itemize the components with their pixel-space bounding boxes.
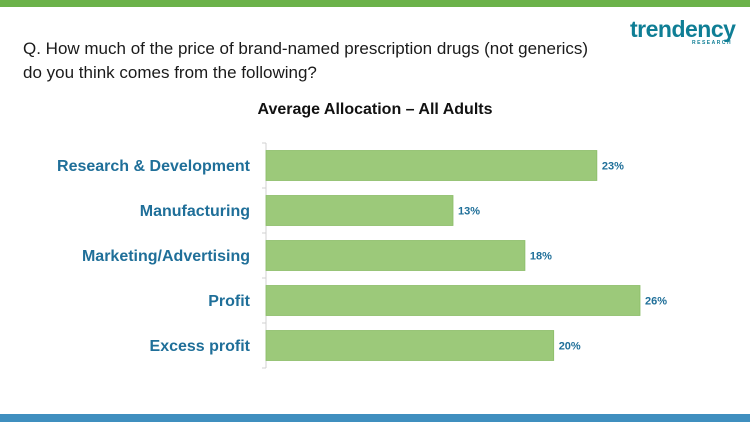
bar (265, 240, 526, 271)
bar (265, 150, 598, 181)
data-label: 23% (602, 161, 624, 173)
top-accent-bar (0, 0, 750, 7)
data-label: 20% (559, 341, 581, 353)
data-label: 18% (530, 251, 552, 263)
category-label: Marketing/Advertising (82, 248, 250, 265)
chart-title: Average Allocation – All Adults (257, 101, 493, 118)
category-label: Excess profit (150, 338, 251, 355)
question-text: Q. How much of the price of brand-named … (23, 37, 623, 85)
category-label: Manufacturing (140, 203, 250, 220)
data-label: 13% (458, 206, 480, 218)
bar (265, 330, 555, 361)
bottom-accent-bar (0, 414, 750, 422)
bar (265, 195, 454, 226)
question-line-1: Q. How much of the price of brand-named … (23, 39, 589, 58)
category-label: Research & Development (57, 158, 251, 175)
trendency-logo: trendency RESEARCH (630, 16, 738, 48)
question-line-2: do you think comes from the following? (23, 63, 317, 82)
category-label: Profit (208, 293, 250, 310)
logo-wordmark: trendency (630, 16, 736, 42)
logo-subtitle: RESEARCH (692, 40, 733, 46)
data-label: 26% (645, 296, 667, 308)
bar (265, 285, 641, 316)
